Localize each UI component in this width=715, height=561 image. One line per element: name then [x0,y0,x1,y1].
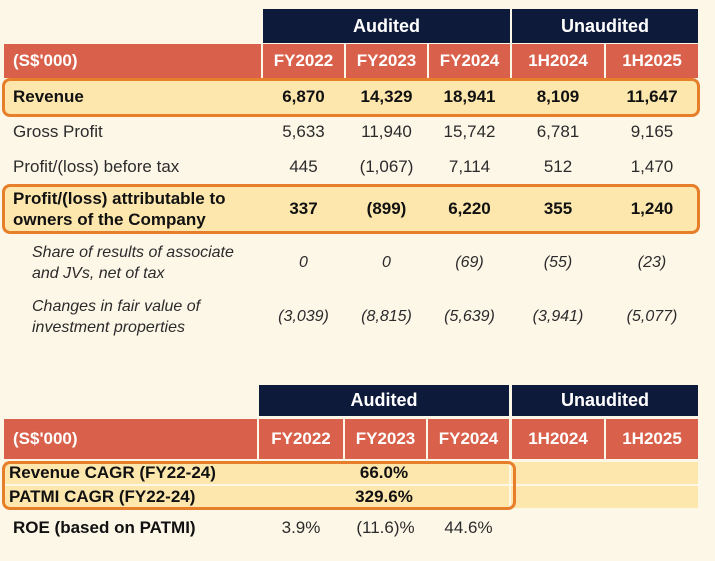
table-cell: 355 [543,199,573,218]
row-label-line2: investment properties [32,319,185,336]
table-row: ROE (based on PATMI) 3.9% (11.6)% 44.6% [0,511,715,545]
table-cell: 9,165 [630,121,674,141]
table-cell: (5,639) [444,308,495,325]
unit-label: (S$'000) [4,44,261,78]
table-row: Profit/(loss) before tax 445 (1,067) 7,1… [0,149,715,184]
column-header-row: (S$'000) FY2022 FY2023 FY2024 1H2024 1H2… [0,419,715,459]
unit-label: (S$'000) [4,419,257,459]
row-label-line1: Profit/(loss) attributable to [13,189,226,208]
row-label-line2: owners of the Company [13,210,206,229]
unaudited-group-header: Unaudited [512,9,698,43]
table-cell: 445 [289,156,318,176]
col-header-1h2024: 1H2024 [512,419,604,459]
col-header-1h2025: 1H2025 [606,44,698,78]
table-cell: 8,109 [536,87,580,106]
table-cell: (23) [637,254,667,271]
table-cell: (3,941) [532,308,584,325]
row-label: Gross Profit [13,121,103,141]
table-cell: 11,940 [361,121,412,141]
table-cell: (11.6)% [356,518,415,537]
table-row: Gross Profit 5,633 11,940 15,742 6,781 9… [0,114,715,149]
table-row: Share of results of associate and JVs, n… [0,238,715,288]
audited-group-header: Audited [259,385,509,416]
row-label: ROE (based on PATMI) [13,518,196,537]
table-cell: 11,647 [626,87,678,106]
row-label: Share of results of associate and JVs, n… [4,238,261,288]
table-cell: 7,114 [448,156,491,176]
table-cell [512,511,604,545]
table-cell: 15,742 [443,121,496,141]
table-cell: (55) [543,254,573,271]
group-header-row: Audited Unaudited [0,385,715,416]
row-label: Profit/(loss) attributable to owners of … [4,186,261,232]
row-label-line1: Share of results of associate [32,244,234,261]
table-cell: 44.6% [444,518,493,537]
row-label: Changes in fair value of investment prop… [4,292,261,342]
table-row: PATMI CAGR (FY22-24) 329.6% [4,486,698,508]
table-cell: 14,329 [360,87,413,106]
table-cell: 18,941 [443,87,496,106]
table-cell: (1,067) [359,156,414,176]
table-cell: 1,240 [630,199,674,218]
unaudited-group-header: Unaudited [512,385,698,416]
table-cell: (899) [366,199,407,218]
row-label: PATMI CAGR (FY22-24) [9,487,196,506]
col-header-1h2024: 1H2024 [512,44,604,78]
column-divider [509,462,511,545]
row-label-line2: and JVs, net of tax [32,265,165,282]
col-header-fy2023: FY2023 [345,419,426,459]
table-cell: 329.6% [355,487,413,506]
row-label: Profit/(loss) before tax [13,156,180,176]
table-cell: 66.0% [359,463,409,482]
table-cell: 6,781 [536,121,580,141]
row-label: Revenue CAGR (FY22-24) [9,463,216,482]
table-cell: 337 [289,199,318,218]
table-cell: 6,870 [282,87,325,106]
table-row: Changes in fair value of investment prop… [0,292,715,342]
table-cell: 3.9% [281,518,321,537]
table-cell: (8,815) [361,308,412,325]
audited-group-header: Audited [263,9,510,43]
table-cell: 6,220 [448,199,491,218]
col-header-fy2024: FY2024 [429,44,510,78]
table-cell: 5,633 [282,121,325,141]
table-row: Profit/(loss) attributable to owners of … [4,186,698,232]
group-header-row: Audited Unaudited [0,9,715,43]
col-header-fy2022: FY2022 [263,44,344,78]
table-row: Revenue CAGR (FY22-24) 66.0% [4,462,698,484]
col-header-fy2023: FY2023 [346,44,427,78]
col-header-1h2025: 1H2025 [606,419,698,459]
row-label: Revenue [13,87,84,106]
table-cell: (5,077) [626,308,678,325]
row-label-line1: Changes in fair value of [32,298,201,315]
table-cell: 512 [543,156,573,176]
table-cell: 1,470 [630,156,674,176]
table-cell: (69) [455,254,484,271]
table-cell: (3,039) [278,308,329,325]
table-row: Revenue 6,870 14,329 18,941 8,109 11,647 [4,80,698,114]
col-header-fy2024: FY2024 [428,419,509,459]
column-header-row: (S$'000) FY2022 FY2023 FY2024 1H2024 1H2… [0,44,715,78]
col-header-fy2022: FY2022 [259,419,343,459]
table-cell: 0 [299,254,308,271]
table-cell [606,511,698,545]
table-cell: 0 [382,254,391,271]
